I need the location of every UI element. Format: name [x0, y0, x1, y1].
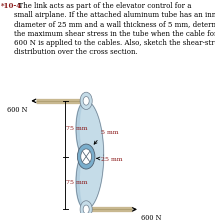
Circle shape [77, 144, 95, 169]
Circle shape [80, 92, 92, 109]
Text: 75 mm: 75 mm [66, 126, 88, 131]
Text: 600 N: 600 N [7, 106, 28, 114]
Text: 5 mm: 5 mm [101, 131, 118, 135]
Text: 600 N: 600 N [141, 214, 161, 222]
Circle shape [80, 201, 92, 218]
Text: The link acts as part of the elevator control for a
small airplane. If the attac: The link acts as part of the elevator co… [14, 2, 215, 56]
Text: 25 mm: 25 mm [101, 157, 123, 162]
Circle shape [81, 149, 92, 164]
Polygon shape [76, 101, 86, 209]
Text: *10-4: *10-4 [1, 2, 23, 10]
Polygon shape [76, 101, 104, 209]
Text: 75 mm: 75 mm [66, 180, 88, 185]
Circle shape [83, 205, 89, 214]
Circle shape [83, 97, 89, 105]
